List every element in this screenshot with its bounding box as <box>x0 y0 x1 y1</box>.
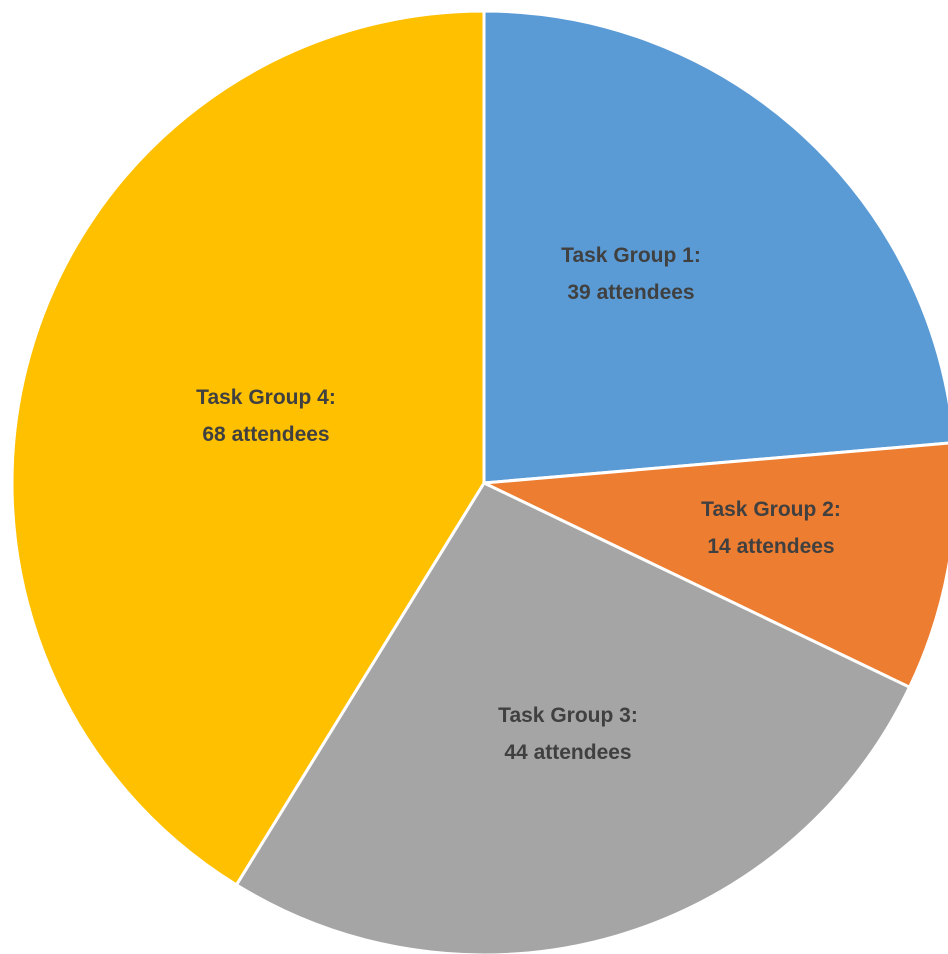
pie-slice-label-4: Task Group 4: 68 attendees <box>196 386 336 446</box>
pie-slice-1 <box>482 9 948 485</box>
pie-slice-label-value: 44 attendees <box>504 741 631 764</box>
pie-slice-label-3: Task Group 3: 44 attendees <box>498 704 638 764</box>
pie-slice-label-category: Task Group 1: <box>561 244 701 267</box>
pie-slice-label-value: 14 attendees <box>707 535 834 558</box>
pie-slices <box>10 9 948 954</box>
pie-slice-label-value: 39 attendees <box>567 281 694 304</box>
pie-slice-3 <box>234 481 912 954</box>
pie-slice-label-category: Task Group 4: <box>196 386 336 409</box>
pie-slice-2 <box>482 441 948 689</box>
pie-slice-label-2: Task Group 2: 14 attendees <box>701 498 841 558</box>
pie-slice-label-value: 68 attendees <box>202 423 329 446</box>
pie-slice-label-1: Task Group 1: 39 attendees <box>561 244 701 304</box>
pie-slice-label-category: Task Group 3: <box>498 704 638 727</box>
pie-labels: Task Group 1: 39 attendees Task Group 2: 14… <box>196 244 841 764</box>
pie-slice-4 <box>10 9 486 887</box>
pie-slice-label-category: Task Group 2: <box>701 498 841 521</box>
